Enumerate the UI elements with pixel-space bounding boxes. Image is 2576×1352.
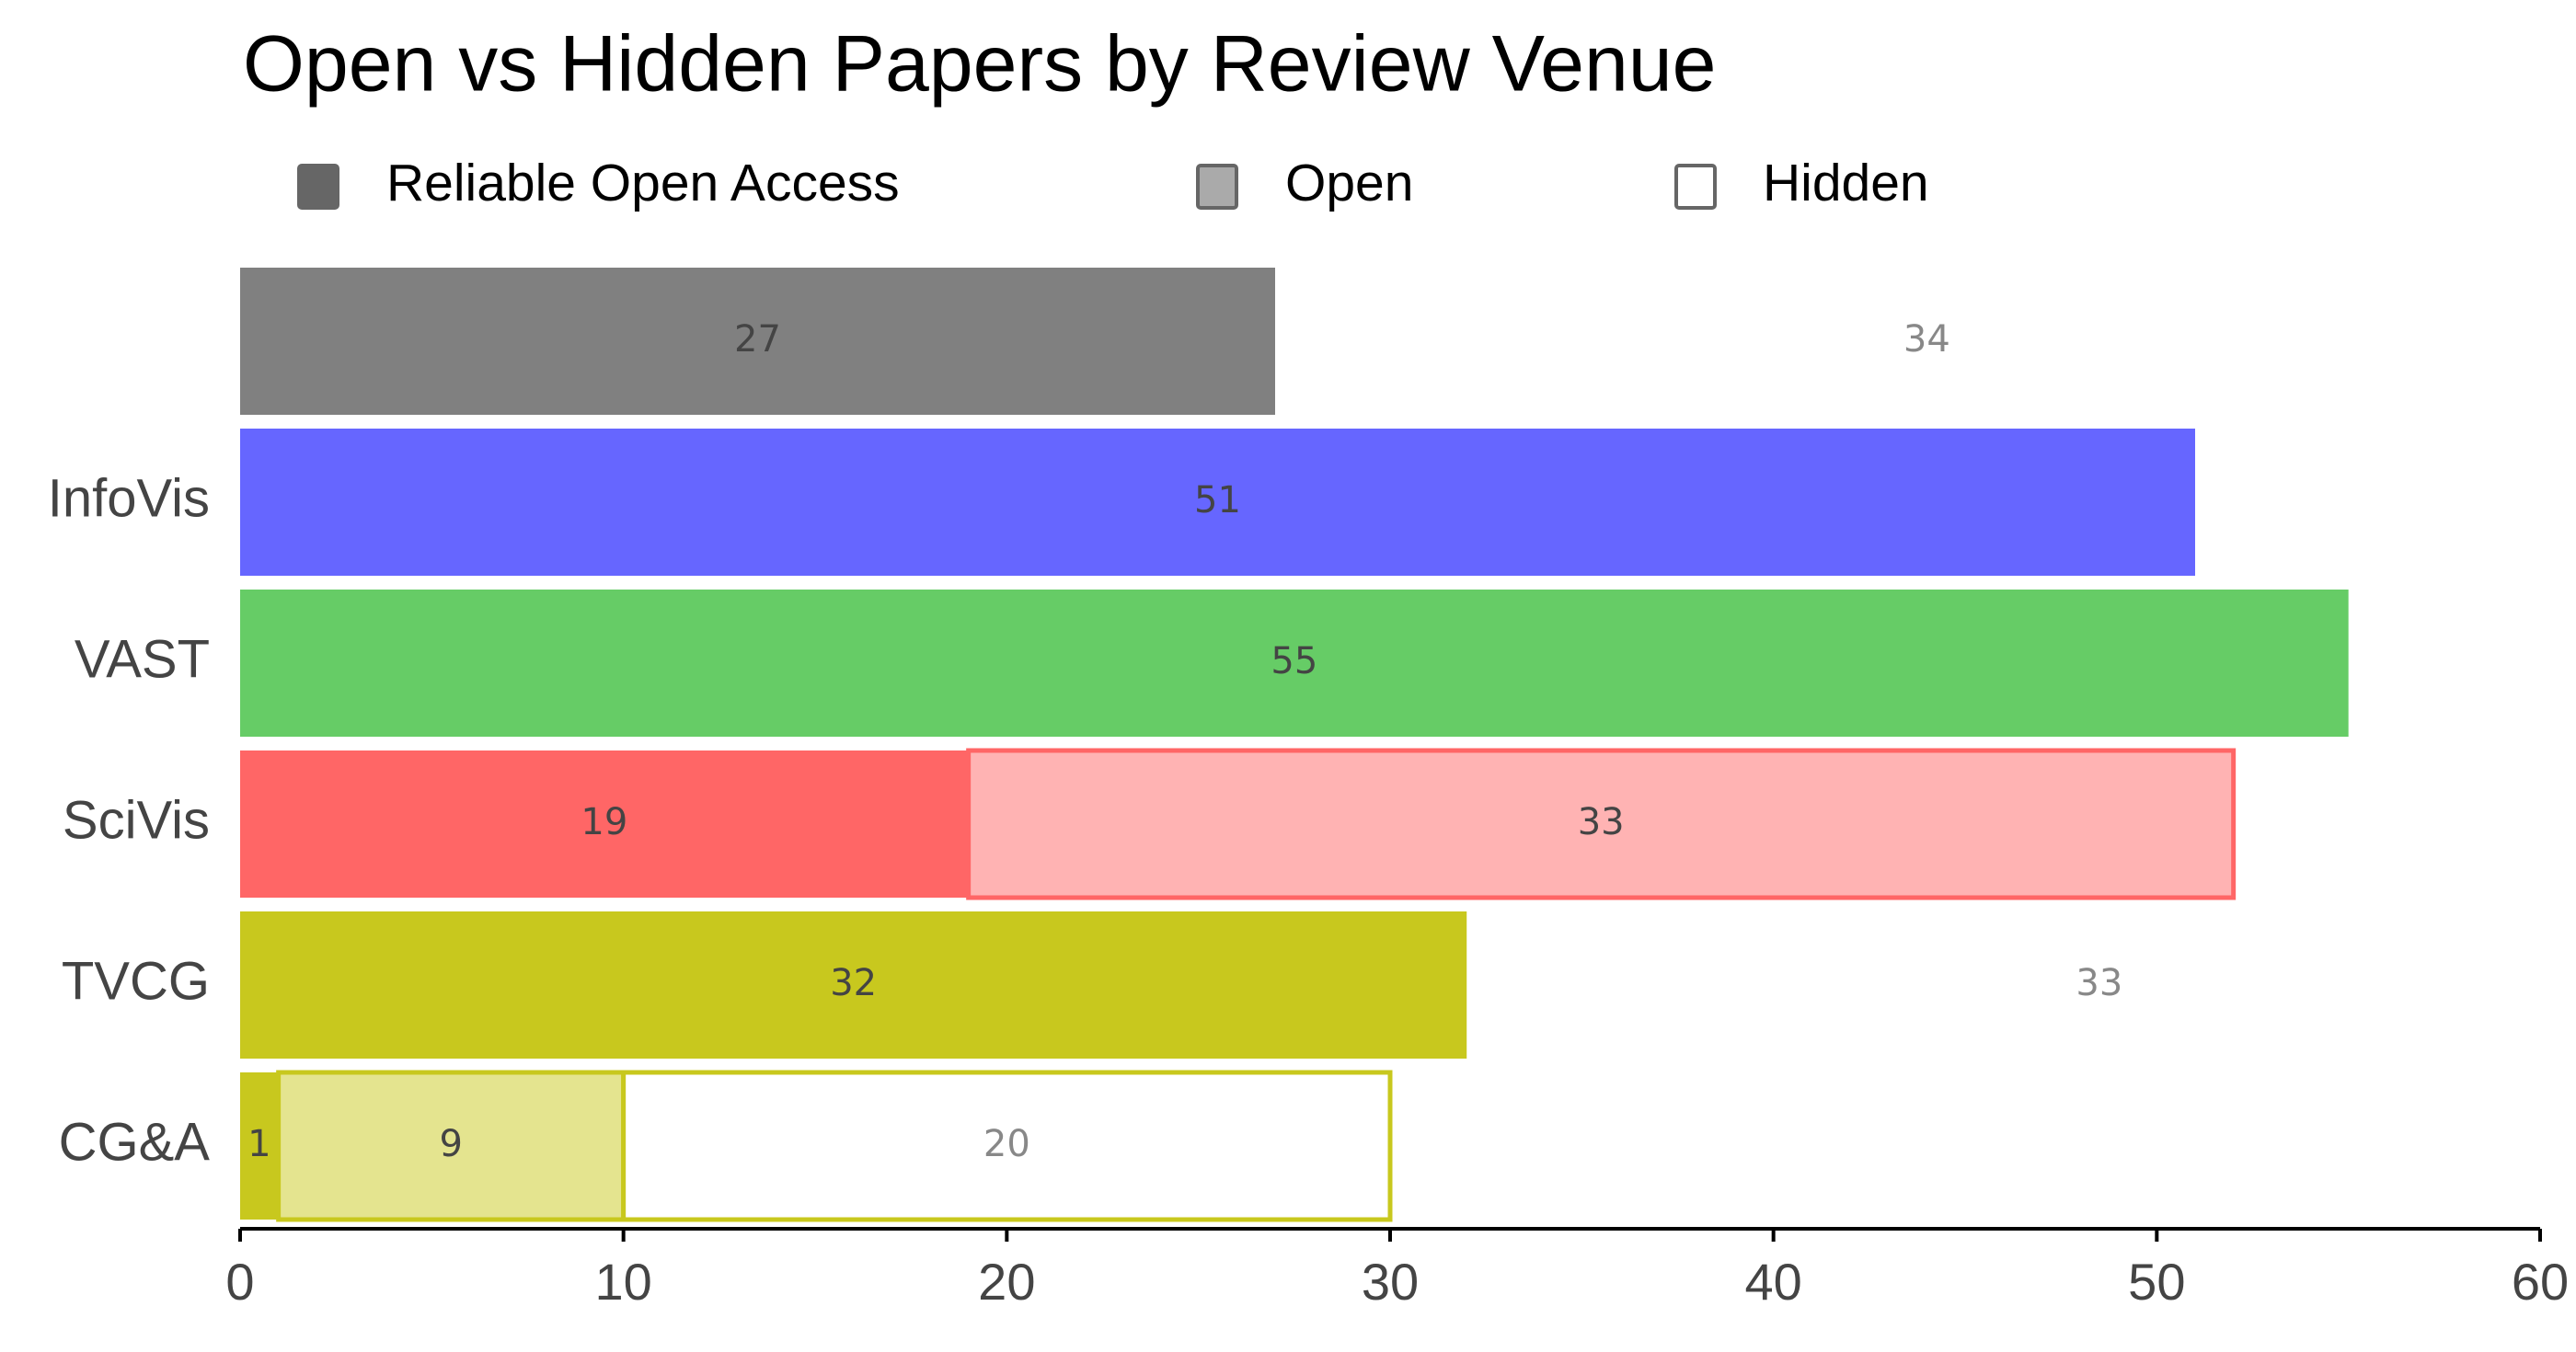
- y-tick-label: TVCG: [62, 951, 210, 1011]
- bar-segment: [240, 429, 2195, 576]
- bar-segment: [240, 1072, 279, 1220]
- legend-swatch: [1196, 164, 1238, 210]
- data-label: 9: [439, 1123, 462, 1165]
- data-label: 34: [1903, 318, 1950, 361]
- x-tick-label: 50: [2128, 1253, 2185, 1311]
- bar-segment: [966, 748, 2237, 900]
- legend-label: Reliable Open Access: [386, 154, 900, 212]
- bar-segment: [240, 750, 969, 898]
- legend-label: Hidden: [1763, 154, 1929, 212]
- data-label: 33: [2076, 962, 2122, 1004]
- data-label: 55: [1271, 640, 1317, 682]
- data-label: 33: [1578, 801, 1625, 843]
- y-tick-label: InfoVis: [48, 468, 210, 528]
- legend-label: Open: [1285, 154, 1413, 212]
- data-label: 20: [983, 1123, 1030, 1165]
- y-tick-label: VAST: [75, 629, 210, 689]
- bar-segment: [1275, 268, 2576, 415]
- x-tick-label: 10: [595, 1253, 652, 1311]
- bar-segment: [276, 1070, 627, 1222]
- data-label: 1: [247, 1123, 270, 1165]
- x-tick-label: 20: [978, 1253, 1035, 1311]
- legend-swatch: [297, 164, 339, 210]
- y-tick-label: SciVis: [63, 790, 210, 850]
- data-label: 51: [1194, 479, 1241, 521]
- data-label: 19: [581, 801, 627, 843]
- bar-segment: [240, 268, 1275, 415]
- bar-segment: [621, 1070, 1393, 1222]
- data-label: 27: [734, 318, 781, 361]
- chart-title: Open vs Hidden Papers by Review Venue: [243, 20, 1717, 109]
- bar-segment: [240, 911, 1467, 1059]
- x-tick-label: 0: [225, 1253, 254, 1311]
- legend-swatch: [1674, 164, 1717, 210]
- bar-segment: [240, 590, 2349, 737]
- x-tick-label: 30: [1362, 1253, 1419, 1311]
- y-tick-label: CG&A: [59, 1112, 211, 1172]
- x-tick-label: 60: [2512, 1253, 2569, 1311]
- data-label: 32: [830, 962, 877, 1004]
- bar-segment: [1466, 911, 2576, 1059]
- x-tick-label: 40: [1745, 1253, 1802, 1311]
